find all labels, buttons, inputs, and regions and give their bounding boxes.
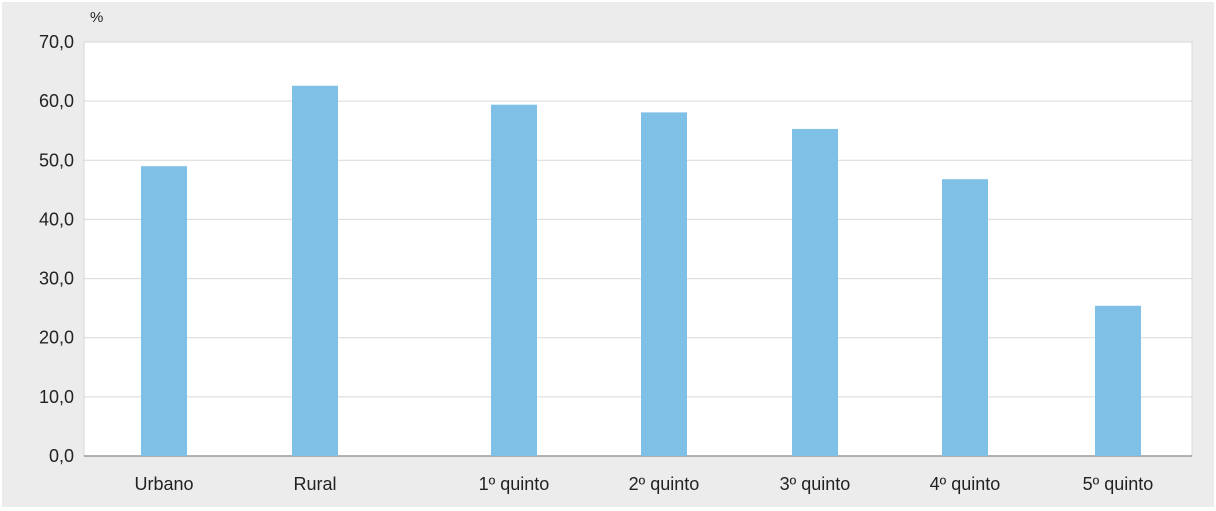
bar — [141, 166, 187, 456]
y-tick-label: 70,0 — [39, 32, 74, 52]
y-tick-label: 40,0 — [39, 209, 74, 229]
bar — [942, 179, 988, 456]
y-tick-label: 30,0 — [39, 269, 74, 289]
x-tick-label: 2º quinto — [629, 474, 700, 494]
bar — [1095, 305, 1141, 456]
x-tick-label: Urbano — [134, 474, 193, 494]
y-tick-label: 10,0 — [39, 387, 74, 407]
plot-area — [83, 41, 1193, 457]
bar — [292, 85, 338, 456]
y-tick-label: 20,0 — [39, 328, 74, 348]
x-tick-label: 3º quinto — [780, 474, 851, 494]
y-tick-labels: 0,0 10,0 20,0 30,0 40,0 50,0 60,0 70,0 — [39, 32, 74, 466]
y-axis-unit-label: % — [90, 9, 103, 26]
y-tick-label: 50,0 — [39, 150, 74, 170]
bar — [641, 112, 687, 456]
y-tick-label: 60,0 — [39, 91, 74, 111]
y-tick-label: 0,0 — [49, 446, 74, 466]
x-tick-labels: Urbano Rural 1º quinto 2º quinto 3º quinto 4º… — [134, 474, 1153, 494]
bars — [141, 85, 1141, 456]
bar — [792, 128, 838, 456]
x-tick-label: 4º quinto — [930, 474, 1001, 494]
x-tick-label: 1º quinto — [479, 474, 550, 494]
bar — [491, 104, 537, 456]
x-tick-label: 5º quinto — [1083, 474, 1154, 494]
gridlines — [84, 41, 1192, 457]
x-tick-label: Rural — [293, 474, 336, 494]
